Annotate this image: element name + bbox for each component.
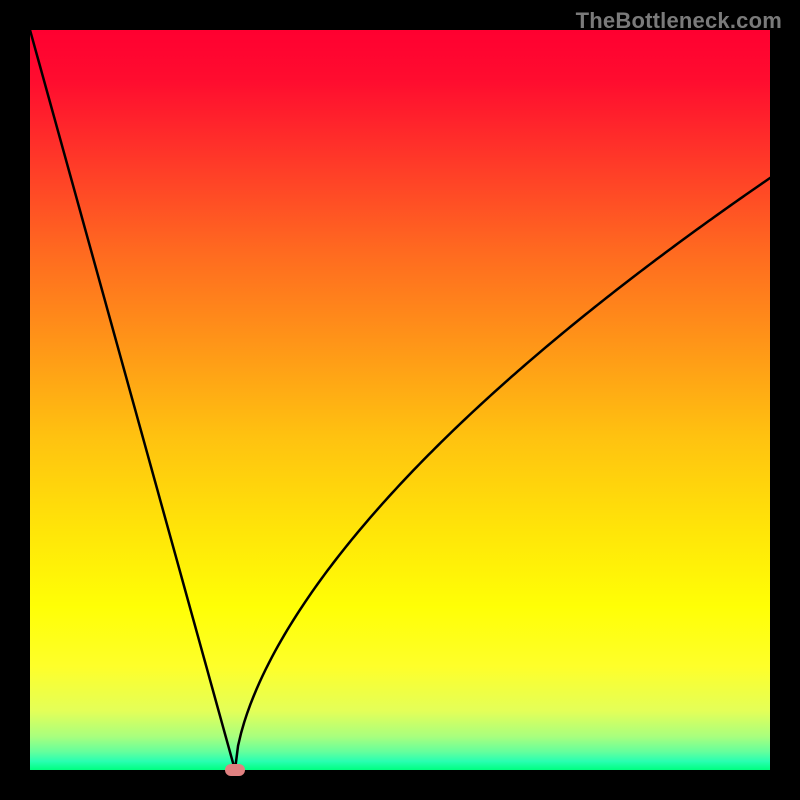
curve-svg [30, 30, 770, 770]
plot-area [30, 30, 770, 770]
bottleneck-curve [30, 30, 770, 770]
chart-container: TheBottleneck.com [0, 0, 800, 800]
watermark-text: TheBottleneck.com [576, 8, 782, 34]
min-marker [225, 764, 246, 775]
